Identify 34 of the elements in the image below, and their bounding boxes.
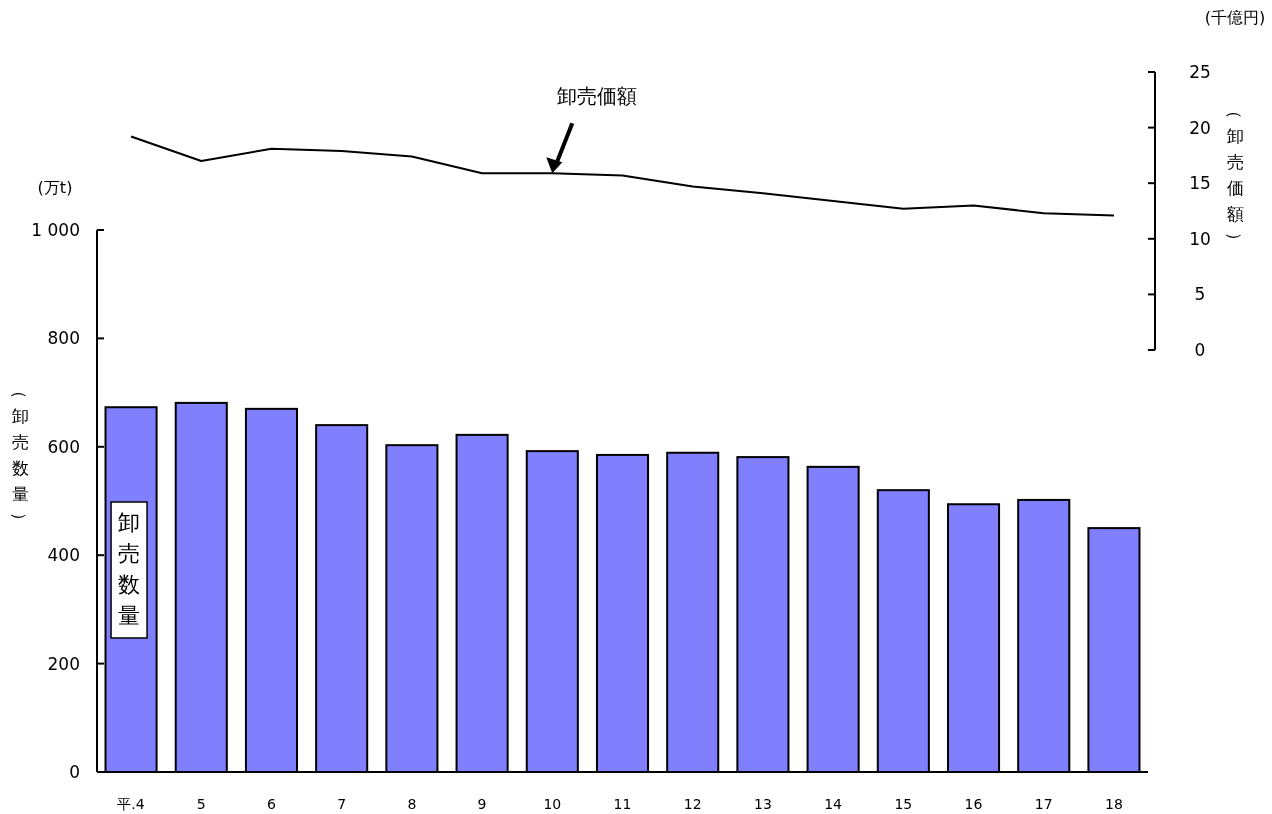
- x-tick-label: 17: [1034, 796, 1053, 812]
- y-tick-label: 0: [1194, 340, 1206, 360]
- y-axis-title: （卸売数量）: [10, 381, 30, 529]
- x-tick-label: 13: [754, 796, 772, 812]
- x-tick-label: 12: [683, 796, 702, 812]
- y-tick-label: 600: [47, 436, 80, 457]
- y-tick-label: 200: [47, 653, 80, 674]
- x-tick-label: 5: [196, 796, 206, 812]
- y-axis-title: （卸売価額）: [1225, 101, 1245, 249]
- text: (万t): [37, 178, 73, 197]
- x-tick-label: 11: [613, 796, 632, 812]
- x-tick-label: 8: [407, 796, 417, 812]
- x-tick-label: 10: [543, 796, 562, 812]
- y-tick-label: 1 000: [31, 220, 80, 240]
- x-tick-label: 16: [964, 796, 983, 812]
- x-tick-label: 7: [337, 796, 347, 812]
- x-tick-label: 14: [824, 796, 843, 812]
- y-tick-label: 400: [47, 545, 80, 566]
- y-tick-label: 0: [69, 762, 80, 782]
- y-tick-label: 10: [1189, 228, 1211, 249]
- x-tick-label: 15: [894, 796, 913, 812]
- text: (千億円): [1204, 8, 1266, 27]
- x-tick-label: 6: [267, 796, 276, 812]
- y-tick-label: 15: [1189, 173, 1211, 194]
- y-tick-label: 25: [1189, 62, 1211, 82]
- y-tick-label: 800: [47, 328, 80, 349]
- y-tick-label: 5: [1194, 284, 1206, 305]
- text: 卸売価額: [557, 84, 638, 109]
- x-tick-label: 18: [1105, 796, 1123, 812]
- x-tick-label: 平.4: [117, 796, 145, 812]
- series-label: 卸売数量: [118, 510, 141, 628]
- x-tick-label: 9: [477, 796, 487, 812]
- line-series: [130, 135, 1115, 217]
- y-tick-label: 20: [1189, 117, 1211, 138]
